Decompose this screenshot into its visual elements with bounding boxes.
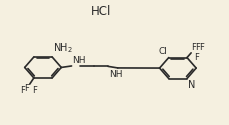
Text: N: N (188, 80, 195, 90)
Text: F: F (32, 86, 37, 95)
Text: HCl: HCl (91, 5, 111, 18)
Text: NH: NH (71, 56, 85, 65)
Text: F: F (194, 43, 199, 52)
Text: Cl: Cl (158, 47, 167, 56)
Text: F: F (198, 43, 203, 52)
Text: NH$_2$: NH$_2$ (53, 42, 72, 55)
Text: NH: NH (109, 70, 122, 78)
Text: F: F (191, 43, 196, 52)
Text: F: F (193, 53, 198, 62)
Text: F: F (24, 84, 28, 93)
Text: F: F (20, 86, 25, 95)
